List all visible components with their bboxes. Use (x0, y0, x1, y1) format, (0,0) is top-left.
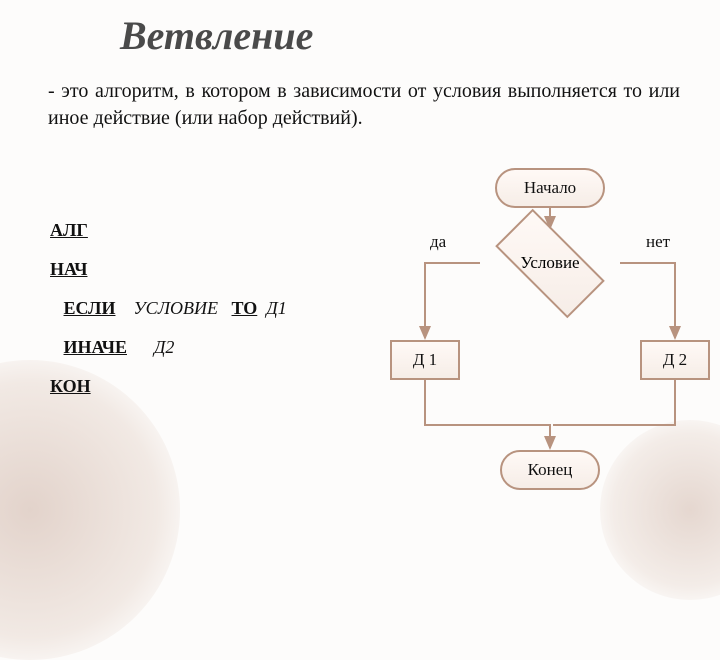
page-title: Ветвление (120, 12, 313, 59)
definition-text: - это алгоритм, в котором в зависимости … (48, 78, 680, 132)
kw-then: ТО (232, 298, 258, 318)
kw-end: КОН (50, 376, 91, 396)
tok-a1: Д1 (266, 298, 286, 318)
edge-label-yes: да (430, 232, 446, 252)
node-d1-label: Д 1 (413, 350, 437, 370)
node-condition: Условие (480, 228, 620, 298)
kw-else: ИНАЧЕ (64, 337, 127, 357)
node-start-label: Начало (524, 178, 576, 198)
node-d2-label: Д 2 (663, 350, 687, 370)
node-d2: Д 2 (640, 340, 710, 380)
node-d1: Д 1 (390, 340, 460, 380)
tok-a2: Д2 (154, 337, 174, 357)
node-start: Начало (495, 168, 605, 208)
node-condition-label: Условие (520, 253, 579, 273)
flowchart: Начало Условие да нет Д 1 Д 2 Конец (370, 150, 700, 500)
kw-if: ЕСЛИ (64, 298, 116, 318)
tok-cond: УСЛОВИЕ (133, 298, 218, 318)
edge-label-no: нет (646, 232, 670, 252)
kw-alg: АЛГ (50, 220, 88, 240)
pseudocode-block: АЛГ НАЧ ЕСЛИ УСЛОВИЕ ТО Д1 ИНАЧЕ Д2 КОН (50, 220, 287, 415)
kw-begin: НАЧ (50, 259, 87, 279)
node-end-label: Конец (528, 460, 573, 480)
node-end: Конец (500, 450, 600, 490)
